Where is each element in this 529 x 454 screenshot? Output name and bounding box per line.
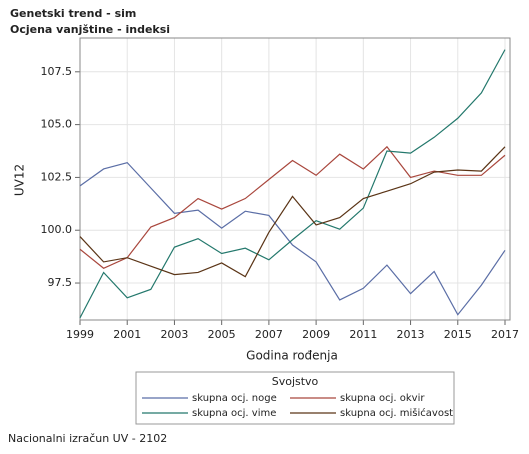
footnote: Nacionalni izračun UV - 2102 <box>8 432 167 445</box>
series-line <box>79 146 506 278</box>
y-tick-label: 102.5 <box>41 170 73 183</box>
x-tick-label: 2003 <box>160 328 188 341</box>
legend-box <box>135 371 455 425</box>
x-tick-label: 2017 <box>491 328 519 341</box>
legend-label: skupna ocj. noge <box>192 393 277 404</box>
y-tick-label: 107.5 <box>41 65 73 78</box>
x-tick-label: 2011 <box>349 328 377 341</box>
series-line <box>79 49 506 319</box>
x-tick-label: 2015 <box>444 328 472 341</box>
x-tick-label: 2007 <box>255 328 283 341</box>
plot-frame <box>79 37 511 321</box>
x-tick-label: 2005 <box>208 328 236 341</box>
legend-title: Svojstvo <box>272 375 319 388</box>
x-tick-label: 2009 <box>302 328 330 341</box>
series-line <box>79 161 506 316</box>
legend-label: skupna ocj. okvir <box>340 393 425 404</box>
x-tick-label: 2001 <box>113 328 141 341</box>
y-tick-label: 97.5 <box>48 276 73 289</box>
legend-label: skupna ocj. vime <box>192 408 276 419</box>
y-axis-label: UV12 <box>13 164 27 196</box>
chart-subtitle: Ocjena vanjštine - indeksi <box>10 23 170 36</box>
chart-title: Genetski trend - sim <box>10 7 136 20</box>
series-line <box>79 145 506 269</box>
y-tick-label: 100.0 <box>41 223 73 236</box>
x-tick-label: 2013 <box>397 328 425 341</box>
x-tick-label: 1999 <box>66 328 94 341</box>
x-axis-label: Godina rođenja <box>246 349 338 363</box>
legend-label: skupna ocj. mišićavost <box>340 407 453 419</box>
y-tick-label: 105.0 <box>41 118 73 131</box>
